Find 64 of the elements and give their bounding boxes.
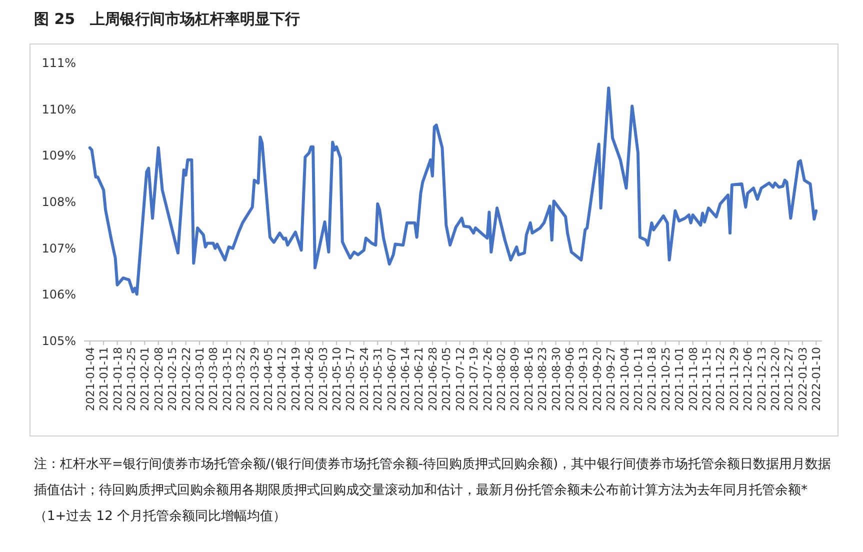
x-tick-label: 2021-01-04 — [84, 347, 97, 411]
x-tick-label: 2021-09-06 — [563, 347, 576, 411]
x-tick-label: 2021-03-29 — [248, 347, 262, 411]
y-tick-label: 105% — [42, 334, 76, 348]
x-tick-label: 2021-05-17 — [344, 347, 358, 411]
x-tick-label: 2021-04-12 — [276, 347, 289, 411]
text: 注：杠杆水平=银行间债券市场托管余额/(银行间债券市场托管余额-待回购质押式回购余额)，其中银行间债券市场托管余额日数据用月数据插值估计；待回购质押式回购余额用各期限质押式回购成交量滚动加和估计，最新月份托管余额未公布前计算方法为去年同月托管余额*（1+过去 12 个月托管余额同比增幅均值） — [34, 456, 832, 526]
x-tick-label: 2021-10-25 — [659, 347, 672, 411]
x-tick-label: 2021-02-08 — [152, 347, 166, 411]
y-tick-label: 111% — [42, 56, 76, 70]
x-tick-label: 2021-02-15 — [166, 347, 180, 411]
x-tick-label: 2021-08-02 — [494, 347, 508, 411]
x-tick-label: 2021-07-12 — [454, 347, 467, 411]
y-tick-label: 107% — [42, 241, 76, 256]
x-tick-label: 2021-01-25 — [124, 347, 138, 411]
x-tick-label: 2021-05-24 — [358, 347, 371, 411]
x-tick-label: 2021-11-29 — [728, 347, 741, 411]
x-tick-label: 2021-12-13 — [755, 347, 768, 411]
x-tick-label: 2021-09-13 — [577, 347, 590, 411]
y-tick-label: 110% — [42, 102, 76, 116]
x-tick-label: 2021-02-01 — [138, 347, 152, 411]
x-tick-label: 2021-01-18 — [111, 347, 124, 411]
x-tick-label: 2021-05-10 — [330, 347, 344, 411]
x-tick-label: 2021-02-22 — [180, 347, 193, 411]
x-tick-label: 2021-12-06 — [742, 347, 755, 411]
chart-title: 图 25 上周银行间市场杠杆率明显下行 — [34, 10, 300, 29]
x-tick-label: 2021-12-20 — [769, 347, 782, 411]
x-tick-label: 2021-03-15 — [220, 347, 234, 411]
y-tick-label: 106% — [42, 288, 76, 302]
line-series — [88, 86, 818, 296]
x-tick-label: 2021-12-27 — [782, 347, 796, 411]
x-tick-label: 2021-01-11 — [98, 347, 111, 411]
x-tick-label: 2021-05-31 — [372, 347, 385, 411]
x-tick-label: 2021-11-15 — [700, 347, 714, 411]
x-tick-label: 2021-08-30 — [550, 347, 563, 411]
x-tick-label: 2021-11-22 — [714, 347, 728, 411]
x-tick-label: 2021-11-08 — [686, 347, 700, 411]
x-tick-label: 2021-06-21 — [412, 347, 426, 411]
x-tick-label: 2022-01-10 — [810, 347, 824, 411]
x-tick-label: 2021-04-19 — [289, 347, 302, 411]
x-tick-label: 2021-08-23 — [536, 347, 550, 411]
x-tick-label: 2021-06-07 — [385, 347, 398, 411]
x-tick-label: 2021-04-05 — [262, 347, 276, 411]
x-tick-label: 2021-03-01 — [193, 347, 206, 411]
x-tick-label: 2021-08-16 — [522, 347, 536, 411]
x-tick-label: 2021-10-04 — [618, 347, 632, 411]
x-tick-label: 2021-06-28 — [426, 347, 440, 411]
x-tick-label: 2021-10-18 — [646, 347, 659, 411]
x-tick-label: 2021-08-09 — [508, 347, 522, 411]
x-tick-label: 2021-03-08 — [207, 347, 220, 411]
x-tick-label: 2021-04-26 — [303, 347, 316, 411]
y-tick-label: 109% — [42, 148, 76, 163]
x-tick-label: 2022-01-03 — [796, 347, 810, 411]
x-tick-label: 2021-05-03 — [316, 347, 330, 411]
y-tick-label: 108% — [42, 195, 76, 209]
x-tick-label: 2021-03-22 — [234, 347, 248, 411]
x-tick-label: 2021-09-27 — [604, 347, 618, 411]
x-tick-label: 2021-10-11 — [632, 347, 645, 411]
x-tick-label: 2021-07-05 — [440, 347, 454, 411]
x-tick-label: 2021-07-26 — [481, 347, 494, 411]
x-tick-label: 2021-07-19 — [468, 347, 481, 411]
x-tick-label: 2021-11-01 — [673, 347, 686, 411]
x-tick-label: 2021-09-20 — [590, 347, 604, 411]
x-tick-label: 2021-06-14 — [399, 347, 412, 411]
